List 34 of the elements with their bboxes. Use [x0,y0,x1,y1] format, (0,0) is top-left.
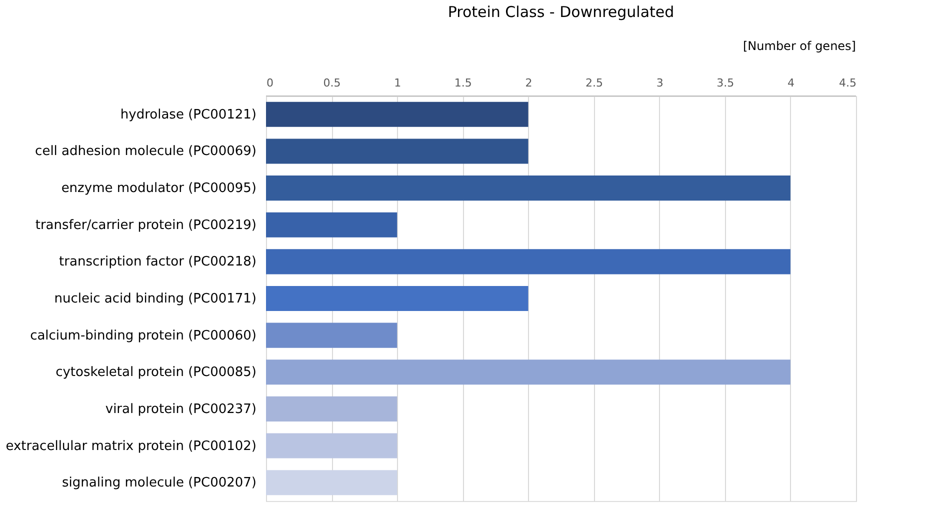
y-tick-label: extracellular matrix protein (PC00102) [6,438,256,454]
x-tick-label: 2.5 [586,76,604,90]
y-tick-label: enzyme modulator (PC00095) [61,181,256,196]
bar [266,396,398,422]
bar [266,102,528,127]
x-tick-label: 4 [787,76,794,90]
bar [266,470,398,496]
y-tick-label: nucleic acid binding (PC00171) [54,292,256,306]
bar [266,138,528,164]
x-tick-label: 1 [394,76,402,90]
bar [266,322,398,348]
bar [266,433,398,458]
x-tick-label: 3.5 [716,76,734,90]
x-tick-label: 0 [266,76,274,90]
x-axis-title: [Number of genes] [742,39,856,53]
x-tick-label: 1.5 [454,76,472,90]
bar [266,360,790,385]
bar [266,286,528,312]
y-tick-label: hydrolase (PC00121) [120,107,256,122]
bar [266,176,790,201]
y-tick-label: calcium-binding protein (PC00060) [30,328,256,344]
chart-title: Protein Class - Downregulated [448,3,674,21]
y-tick-label: cell adhesion molecule (PC00069) [35,144,256,160]
y-tick-label: viral protein (PC00237) [105,402,256,417]
x-tick-label: 3 [656,76,664,90]
y-tick-label: transfer/carrier protein (PC00219) [35,218,256,233]
x-tick-label: 4.5 [839,76,856,90]
x-tick-label: 2 [525,76,532,90]
bar [266,212,398,238]
x-tick-label: 0.5 [323,76,341,90]
bar [266,249,790,274]
y-tick-label: transcription factor (PC00218) [59,254,256,270]
y-tick-label: signaling molecule (PC00207) [62,476,256,491]
y-tick-label: cytoskeletal protein (PC00085) [56,365,256,380]
